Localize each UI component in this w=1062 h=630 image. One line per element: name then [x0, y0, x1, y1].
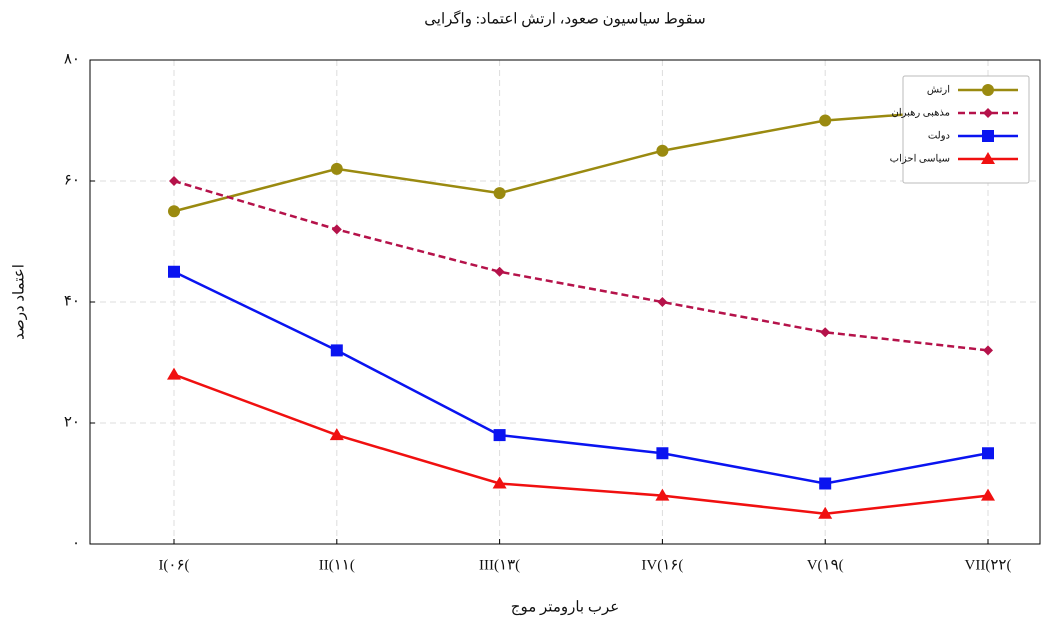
legend-marker: [983, 108, 993, 118]
x-tick-label: V(۱۹(: [807, 557, 844, 573]
series-line: [173, 270, 989, 485]
marker: [329, 428, 344, 441]
plot-frame: [89, 59, 1041, 545]
y-axis-label: اعتماد درصد: [11, 264, 27, 340]
marker: [656, 447, 669, 460]
marker: [493, 429, 506, 442]
legend: ارتش مذهبی رهبران دولت سیاسی احزاب: [890, 75, 1030, 184]
marker: [330, 344, 343, 357]
x-tick-label: II(۱۱(: [319, 557, 355, 573]
marker: [330, 162, 343, 175]
legend-marker: [981, 152, 995, 164]
marker: [493, 187, 506, 200]
legend-marker: [982, 84, 994, 96]
y-tick-label: ۴۰: [64, 293, 80, 309]
x-tick-label: I(۰۶(: [158, 557, 189, 573]
marker: [981, 488, 995, 501]
legend-label: دولت: [928, 130, 950, 141]
marker: [167, 367, 181, 380]
legend-label: مذهبی رهبران: [892, 107, 951, 118]
y-tick-label: ۲۰: [64, 414, 80, 430]
series-line: [173, 179, 989, 352]
marker: [168, 265, 180, 278]
marker: [818, 506, 833, 519]
marker: [983, 345, 993, 356]
marker: [169, 176, 179, 186]
marker: [655, 488, 670, 501]
marker: [331, 224, 342, 235]
series-line: [173, 107, 989, 213]
series-line: [173, 373, 989, 516]
x-axis-label: عرب بارومتر موج: [511, 599, 619, 615]
y-tick-label: ۸۰: [64, 51, 80, 67]
marker: [656, 144, 669, 157]
x-tick-label: IV(۱۶(: [641, 557, 683, 573]
x-tick-label: VII(۲۲(: [965, 557, 1012, 573]
marker: [819, 114, 832, 127]
y-tick-label: ۰: [72, 535, 80, 551]
marker: [492, 476, 507, 489]
x-tick-label: III(۱۳(: [479, 557, 520, 573]
marker: [819, 477, 832, 490]
legend-marker: [982, 130, 994, 142]
chart-title: سقوط سیاسیون صعود، ارتش اعتماد: واگرایی: [424, 9, 705, 27]
y-tick-label: ۶۰: [64, 172, 80, 188]
marker: [820, 327, 831, 338]
marker: [657, 297, 668, 307]
marker: [168, 205, 180, 218]
legend-label: ارتش: [927, 84, 950, 95]
marker: [982, 447, 994, 460]
marker: [494, 266, 505, 277]
legend-box: [902, 75, 1030, 184]
legend-label: سیاسی احزاب: [890, 153, 950, 164]
